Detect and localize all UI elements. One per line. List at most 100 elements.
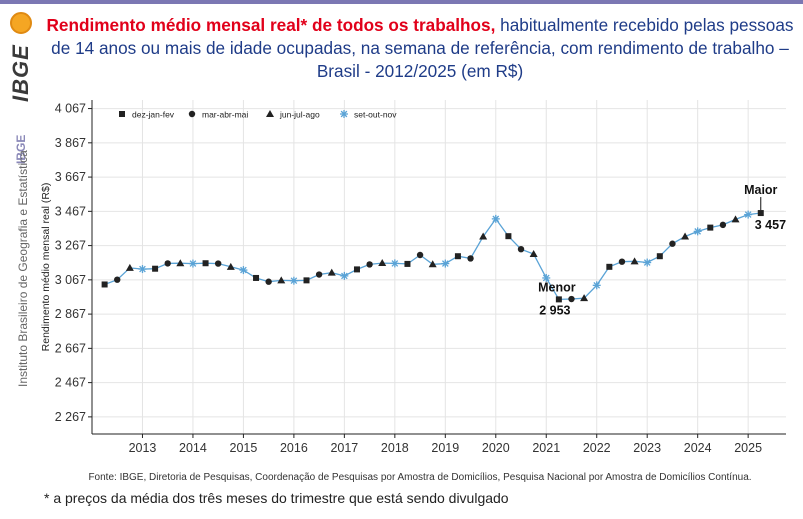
data-point [176, 259, 185, 267]
x-tick-label: 2014 [179, 441, 207, 455]
chart-title-highlight: Rendimento médio mensal real* de todos o… [46, 15, 496, 35]
legend-marker-triangle [266, 110, 274, 117]
data-point [592, 281, 601, 290]
institute-name: Instituto Brasileiro de Geografia e Esta… [16, 150, 30, 387]
data-point [315, 271, 323, 278]
data-point [707, 224, 714, 231]
x-tick-label: 2013 [129, 441, 157, 455]
data-point [568, 295, 575, 303]
data-point [467, 255, 474, 262]
y-tick-label: 2 667 [55, 341, 86, 355]
y-axis-label: Rendimento médio mensal real (R$) [40, 183, 52, 352]
data-point [353, 266, 360, 273]
data-point [202, 260, 209, 267]
data-point [188, 259, 197, 268]
legend-marker-asterisk [340, 110, 348, 118]
annotation-min-label: Menor [538, 280, 576, 294]
data-point [630, 257, 639, 265]
data-point [214, 260, 222, 267]
data-point [757, 210, 764, 217]
y-tick-label: 3 867 [55, 136, 86, 150]
legend-marker-square [119, 111, 125, 117]
data-point [366, 261, 373, 268]
annotation-max-value: 3 457 [755, 218, 786, 232]
data-point [265, 278, 272, 285]
data-point [542, 273, 551, 282]
data-point [441, 259, 450, 268]
x-tick-label: 2020 [482, 441, 510, 455]
data-point [656, 253, 663, 260]
data-point [669, 240, 676, 247]
x-tick-label: 2019 [431, 441, 459, 455]
x-tick-label: 2018 [381, 441, 409, 455]
data-point [378, 259, 387, 267]
data-point [428, 260, 437, 268]
data-point [744, 210, 753, 219]
footnote: * a preços da média dos três meses do tr… [44, 490, 509, 506]
data-point [289, 276, 298, 285]
x-tick-label: 2023 [633, 441, 661, 455]
annotation-min-value: 2 953 [539, 303, 570, 317]
legend-label: dez-jan-fev [132, 110, 175, 120]
y-tick-label: 2 467 [55, 376, 86, 390]
y-tick-label: 2 867 [55, 307, 86, 321]
y-tick-label: 3 267 [55, 239, 86, 253]
data-point [390, 259, 399, 268]
data-point [277, 276, 286, 284]
x-tick-label: 2022 [583, 441, 611, 455]
ibge-logo-text: IBGE [8, 44, 33, 102]
data-point [416, 251, 424, 259]
source-note: Fonte: IBGE, Diretoria de Pesquisas, Coo… [88, 472, 752, 483]
x-tick-label: 2021 [532, 441, 560, 455]
chart-title: Rendimento médio mensal real* de todos o… [44, 14, 796, 83]
legend-label: set-out-nov [354, 110, 397, 120]
data-point [125, 263, 134, 271]
data-point [303, 277, 310, 284]
data-point [505, 233, 512, 240]
data-point [164, 260, 171, 267]
data-point [681, 232, 690, 240]
data-point [491, 214, 500, 223]
data-point [555, 296, 562, 303]
x-tick-label: 2015 [230, 441, 258, 455]
data-point [693, 227, 702, 236]
y-tick-label: 3 067 [55, 273, 86, 287]
data-point [404, 260, 411, 267]
data-point [731, 215, 740, 223]
data-point [479, 232, 488, 240]
data-point [517, 245, 525, 253]
data-point [606, 263, 613, 270]
y-tick-label: 2 267 [55, 410, 86, 424]
legend-label: jun-jul-ago [279, 110, 320, 120]
annotation-max-label: Maior [744, 183, 777, 197]
y-tick-label: 4 067 [55, 102, 86, 116]
data-point [253, 274, 260, 281]
data-point [226, 262, 235, 270]
data-point [529, 249, 538, 257]
chart-title-rest: habitualmente recebido pelas pessoas de … [51, 15, 794, 81]
data-point [138, 265, 147, 274]
data-point [152, 265, 159, 272]
line-chart: 2 267 2 467 2 667 2 867 3 067 3 267 3 467 3 667… [40, 100, 786, 455]
data-point [454, 253, 461, 260]
data-point [340, 271, 349, 280]
top-accent-bar [0, 0, 803, 4]
x-tick-label: 2025 [734, 441, 762, 455]
legend-label: mar-abr-mai [202, 110, 248, 120]
data-point [719, 221, 727, 229]
data-point [618, 258, 626, 265]
x-tick-label: 2016 [280, 441, 308, 455]
x-tick-label: 2024 [684, 441, 712, 455]
ibge-logo-icon [10, 12, 32, 34]
data-point [114, 276, 121, 283]
sidebar-branding: IBGE IBGE Instituto Brasileiro de Geogra… [0, 4, 42, 519]
x-tick-label: 2017 [330, 441, 358, 455]
data-point [580, 294, 589, 302]
data-point [327, 268, 336, 276]
y-tick-label: 3 667 [55, 170, 86, 184]
data-point [101, 281, 108, 288]
data-point [239, 266, 248, 275]
data-point [643, 258, 652, 267]
legend-marker-circle [188, 110, 196, 118]
y-tick-label: 3 467 [55, 204, 86, 218]
